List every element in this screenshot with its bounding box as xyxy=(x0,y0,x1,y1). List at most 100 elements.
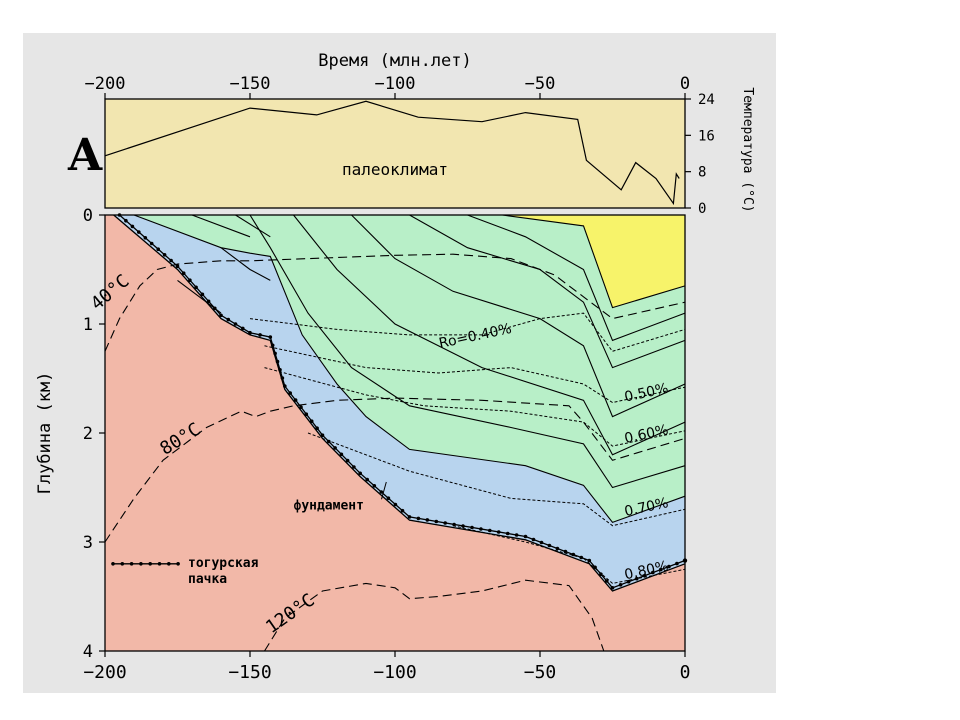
burial-isoline xyxy=(293,214,686,456)
togur-marker xyxy=(320,433,325,438)
gas-zone-base-line xyxy=(502,214,686,309)
togur-marker xyxy=(496,530,501,534)
depth-tick-label: 0 xyxy=(83,206,93,226)
isotherm-line xyxy=(264,579,605,652)
togur-marker xyxy=(309,419,314,424)
burial-isolines xyxy=(133,214,686,524)
togur-marker xyxy=(206,299,211,304)
paleoclimate-label: палеоклимат xyxy=(342,160,448,179)
burial-frame xyxy=(104,214,686,652)
togur-marker xyxy=(169,258,173,263)
togur-marker xyxy=(400,508,405,513)
togur-marker xyxy=(659,567,663,572)
togur-marker xyxy=(280,376,285,380)
togur-marker xyxy=(604,579,609,583)
togur-marker xyxy=(248,330,252,335)
togur-marker xyxy=(675,561,679,566)
togur-marker xyxy=(194,285,198,290)
togur-marker xyxy=(156,247,160,251)
togur-marker xyxy=(327,439,331,444)
togur-marker xyxy=(275,359,280,364)
togur-marker xyxy=(143,236,148,240)
ro-isoline xyxy=(249,312,686,352)
burial-isoline xyxy=(249,214,686,489)
temperature-tick-label: 0 xyxy=(698,201,706,217)
legend-marker xyxy=(148,562,152,566)
togur-marker xyxy=(175,264,180,269)
legend-marker xyxy=(139,562,143,566)
togur-marker xyxy=(268,335,273,339)
time-tick-label-top: −50 xyxy=(525,74,556,94)
temperature-tick-label: 16 xyxy=(698,128,715,144)
togur-marker xyxy=(386,496,391,501)
togur-marker xyxy=(219,313,223,318)
togur-marker xyxy=(315,426,319,431)
temperature-axis: 0 8 16 24 xyxy=(685,92,715,217)
depth-tick-label: 4 xyxy=(83,642,93,662)
togur-marker xyxy=(571,552,576,557)
legend-marker xyxy=(167,562,171,566)
togur-marker xyxy=(162,253,167,257)
togur-marker xyxy=(241,326,245,331)
temperature-axis-title: Температура (°C) xyxy=(740,87,755,212)
togur-marker xyxy=(304,412,309,417)
togur-marker xyxy=(293,398,298,402)
togur-marker xyxy=(273,351,277,356)
togur-marker xyxy=(626,579,631,584)
depth-tick-label: 2 xyxy=(83,424,93,444)
togur-marker xyxy=(299,405,303,410)
togur-marker xyxy=(365,477,370,482)
togur-marker xyxy=(443,521,448,525)
togur-marker xyxy=(130,224,135,229)
togur-marker xyxy=(181,271,186,276)
depth-tick-label: 3 xyxy=(83,533,93,553)
togur-marker xyxy=(149,241,154,246)
time-tick-label-top: −100 xyxy=(375,74,416,94)
togur-marker xyxy=(278,368,282,372)
burial-isoline xyxy=(191,214,251,238)
basement-surface-line xyxy=(113,214,686,592)
time-axis-bottom: −200 −150 −100 −50 0 xyxy=(83,651,690,683)
burial-history-panel: Ro=0.40%0.50%0.60%0.70%0.80% 40°C80°C120… xyxy=(35,206,690,683)
togur-marker xyxy=(283,384,287,388)
togur-marker xyxy=(425,518,430,522)
paleoclimate-panel: −200 −150 −100 −50 0 0 8 16 24 палеоклимат Врем… xyxy=(85,51,755,217)
burial-isoline xyxy=(351,214,686,418)
togur-marker xyxy=(618,583,623,587)
togur-marker xyxy=(642,573,647,578)
time-tick-label-bottom: −150 xyxy=(228,662,271,683)
togur-marker xyxy=(587,558,592,563)
time-tick-label-bottom: −100 xyxy=(373,662,416,683)
time-tick-label-top: −150 xyxy=(230,74,271,94)
ro-isoline xyxy=(307,432,686,527)
togur-marker xyxy=(563,549,568,554)
togur-member-markers xyxy=(117,213,688,590)
togur-marker xyxy=(452,522,456,527)
togur-marker xyxy=(345,458,350,463)
oil-window-top-line xyxy=(133,214,686,524)
legend-marker xyxy=(120,562,125,566)
togur-marker xyxy=(610,586,615,590)
togur-marker xyxy=(514,533,519,537)
togur-marker xyxy=(137,230,141,234)
togur-marker xyxy=(407,515,412,519)
depth-tick-label: 1 xyxy=(83,315,93,335)
fundament-pointer xyxy=(381,481,387,500)
depth-axis: 0 1 2 3 4 xyxy=(83,206,105,662)
panel-letter: A xyxy=(67,130,103,181)
togur-marker xyxy=(339,452,344,457)
fundament-label: фундамент xyxy=(294,498,364,513)
togur-marker xyxy=(531,537,536,542)
legend-label-line2: пачка xyxy=(188,572,227,587)
legend-marker xyxy=(176,562,180,566)
time-axis-top: −200 −150 −100 −50 0 xyxy=(85,74,690,99)
isotherm-line xyxy=(104,397,686,543)
togur-marker xyxy=(258,333,262,337)
togur-marker xyxy=(470,525,474,530)
togur-marker xyxy=(634,576,639,581)
togur-marker xyxy=(479,527,483,531)
togur-marker xyxy=(358,471,363,476)
togur-marker xyxy=(188,278,192,283)
isotherm-line xyxy=(104,253,686,352)
